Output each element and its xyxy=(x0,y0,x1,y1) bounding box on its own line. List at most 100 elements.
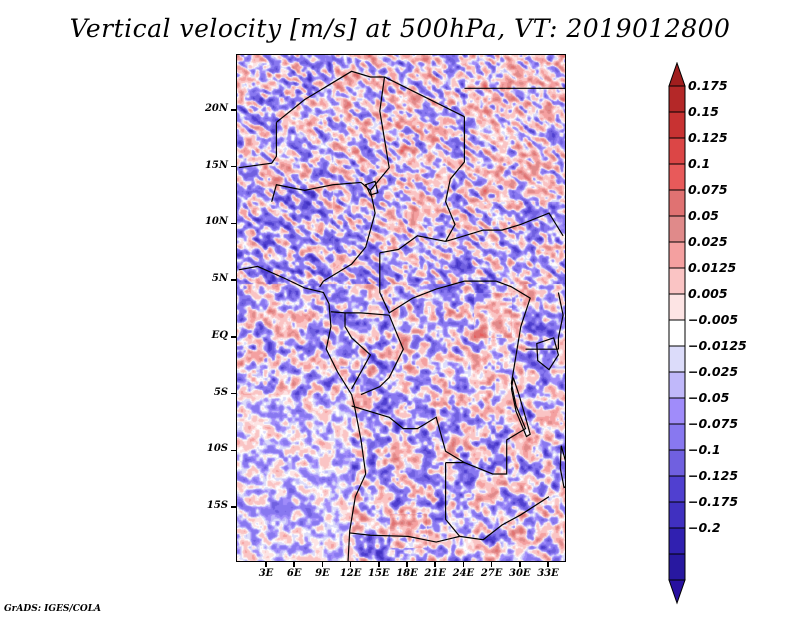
border-gabon-congo xyxy=(344,312,372,390)
colorbar-segment xyxy=(668,189,686,217)
colorbar-segment xyxy=(668,111,686,139)
border-chad-sudan xyxy=(444,116,465,242)
x-tick xyxy=(462,562,465,567)
border-drc-east xyxy=(445,280,531,475)
y-tick xyxy=(231,222,236,225)
y-tick xyxy=(231,279,236,281)
colorbar-bottom-arrow xyxy=(668,579,686,605)
x-tick xyxy=(434,562,436,567)
x-tick xyxy=(490,562,493,567)
colorbar-segment xyxy=(668,475,686,503)
colorbar-label: 0.1 xyxy=(688,156,711,171)
x-tick xyxy=(293,562,295,567)
border-uganda-kenya xyxy=(557,292,564,350)
x-tick-label: 12E xyxy=(339,568,362,579)
y-tick-label: 5S xyxy=(213,386,228,398)
colorbar-segment xyxy=(668,319,686,347)
colorbar-label: 0.15 xyxy=(688,104,719,119)
lake-malawi xyxy=(559,445,565,489)
border-angola-drc xyxy=(351,405,465,464)
border-angola-namibia xyxy=(349,532,460,543)
colorbar-top-arrow xyxy=(668,62,686,87)
x-tick-label: 3E xyxy=(258,568,274,579)
x-tick xyxy=(321,562,324,567)
colorbar-label: −0.2 xyxy=(688,520,721,535)
colorbar-label: −0.075 xyxy=(688,416,739,431)
y-tick xyxy=(231,506,236,508)
chart-title: Vertical velocity [m/s] at 500hPa, VT: 2… xyxy=(69,14,731,43)
y-tick-label: 10N xyxy=(204,216,228,228)
colorbar-segment xyxy=(668,501,686,529)
x-tick xyxy=(378,562,380,567)
x-tick xyxy=(406,562,408,567)
border-car-chad xyxy=(379,235,446,254)
x-tick-label: 24E xyxy=(452,568,475,579)
border-chad-niger xyxy=(369,76,390,191)
border-chad-libya xyxy=(384,76,465,118)
x-tick-label: 6E xyxy=(286,568,302,579)
y-tick-label: 20N xyxy=(204,103,228,114)
border-niger-algeria xyxy=(276,70,385,123)
colorbar-segment xyxy=(668,423,686,451)
y-tick-label: 15S xyxy=(206,500,228,511)
country-boundaries xyxy=(238,70,565,561)
colorbar-label: −0.1 xyxy=(688,442,721,457)
x-tick-label: 30E xyxy=(509,568,531,579)
colorbar-label: −0.175 xyxy=(688,494,739,509)
colorbar-label: −0.125 xyxy=(688,468,739,483)
colorbar-label: −0.05 xyxy=(688,390,730,405)
lake-victoria xyxy=(536,337,560,371)
colorbar-label: 0.025 xyxy=(688,234,728,249)
x-tick xyxy=(265,562,267,567)
x-tick-label: 33E xyxy=(537,568,559,579)
coastline-west-africa xyxy=(238,265,367,561)
colorbar-segment xyxy=(668,267,686,295)
border-car-drc xyxy=(379,252,497,314)
colorbar-label: 0.125 xyxy=(688,130,728,145)
border-niger-nigeria xyxy=(271,181,371,202)
colorbar-segment xyxy=(668,163,686,191)
y-tick xyxy=(231,392,236,395)
border-nigeria-cameroon xyxy=(319,190,376,288)
footer-credit: GrADS: IGES/COLA xyxy=(4,604,102,614)
y-tick-label: 15N xyxy=(204,159,228,171)
colorbar-label: −0.0125 xyxy=(688,338,747,353)
colorbar-graphic xyxy=(668,62,686,605)
border-zambia-south xyxy=(459,496,550,541)
x-tick-label: 15E xyxy=(368,568,390,579)
lake-chad xyxy=(364,180,379,196)
y-tick-label: EQ xyxy=(211,329,228,341)
vertical-velocity-field xyxy=(237,55,565,561)
colorbar-segment xyxy=(668,345,686,373)
x-tick-label: 18E xyxy=(396,568,418,579)
colorbar-segment xyxy=(668,527,686,555)
x-tick xyxy=(349,562,352,567)
colorbar-label: 0.0125 xyxy=(688,260,737,275)
border-cameroon-south xyxy=(330,311,390,316)
y-tick xyxy=(231,449,236,452)
colorbar-segment xyxy=(668,371,686,399)
y-tick-label: 5N xyxy=(211,273,228,285)
colorbar-label: 0.175 xyxy=(688,78,728,93)
x-tick xyxy=(519,562,521,567)
colorbar-label: 0.075 xyxy=(688,182,728,197)
y-tick xyxy=(231,165,236,168)
x-tick-label: 21E xyxy=(424,568,446,579)
border-angola-zambia xyxy=(445,462,461,537)
colorbar-segment xyxy=(668,241,686,269)
border-congo-drc xyxy=(360,314,404,396)
colorbar-segment xyxy=(668,397,686,425)
x-tick-label: 27E xyxy=(480,568,503,579)
y-tick-label: 10S xyxy=(206,443,228,455)
colorbar-segment xyxy=(668,137,686,165)
colorbar-segment xyxy=(668,85,686,113)
colorbar-segment xyxy=(668,553,686,581)
map-plot-area xyxy=(236,54,566,562)
colorbar-label: −0.005 xyxy=(688,312,739,327)
y-tick xyxy=(231,336,236,338)
colorbar-segment xyxy=(668,449,686,477)
colorbar-label: 0.005 xyxy=(688,286,728,301)
border-sudan-south xyxy=(445,212,564,243)
colorbar-label: −0.025 xyxy=(688,364,739,379)
border-mali-niger xyxy=(238,122,278,169)
